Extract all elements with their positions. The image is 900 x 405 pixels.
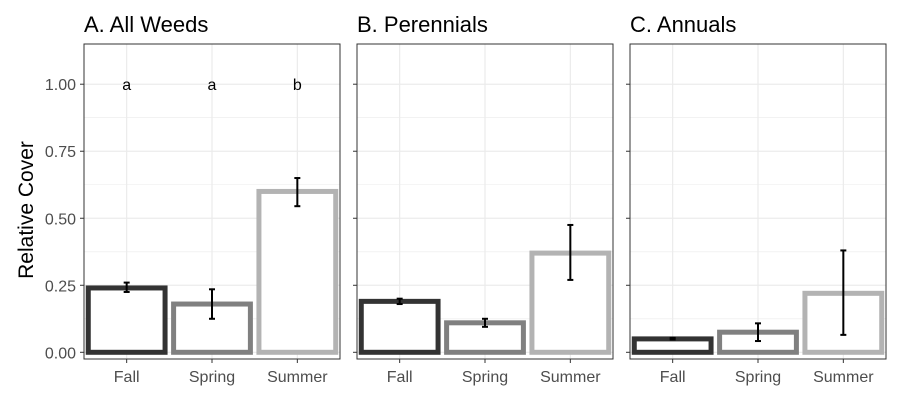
significance-letter: a xyxy=(122,77,131,94)
bar-summer xyxy=(256,188,339,355)
x-tick-label: Summer xyxy=(267,369,328,386)
x-tick-label: Fall xyxy=(660,369,686,386)
x-tick-label: Fall xyxy=(114,369,140,386)
x-tick-label: Spring xyxy=(189,369,235,386)
significance-letter: b xyxy=(293,77,302,94)
bar-fall xyxy=(631,336,714,355)
y-tick-label: 0.50 xyxy=(45,211,76,228)
x-tick-label: Summer xyxy=(540,369,601,386)
x-tick-label: Fall xyxy=(387,369,413,386)
y-tick-label: 0.00 xyxy=(45,345,76,362)
bar-fall xyxy=(358,298,441,355)
y-tick-label: 0.75 xyxy=(45,144,76,161)
x-tick-label: Spring xyxy=(462,369,508,386)
bar-fall xyxy=(85,285,168,355)
x-tick-label: Summer xyxy=(813,369,874,386)
y-axis-label: Relative Cover xyxy=(15,141,38,279)
panel-title: A. All Weeds xyxy=(84,12,208,37)
panel-title: C. Annuals xyxy=(630,12,736,37)
y-tick-label: 1.00 xyxy=(45,77,76,94)
panel-title: B. Perennials xyxy=(357,12,488,37)
x-tick-label: Spring xyxy=(735,369,781,386)
y-tick-label: 0.25 xyxy=(45,278,76,295)
significance-letter: a xyxy=(208,77,217,94)
